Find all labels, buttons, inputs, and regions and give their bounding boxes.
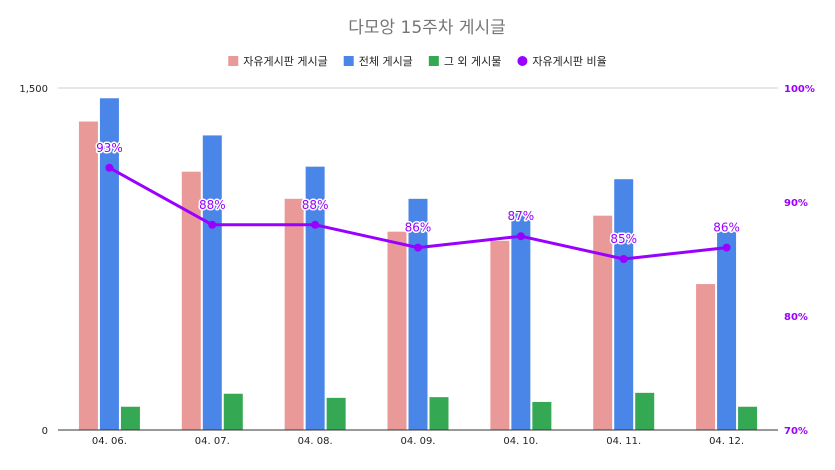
x-tick-label: 04. 11. [606, 436, 641, 447]
x-tick-label: 04. 06. [92, 436, 127, 447]
y-right-tick-label: 70% [784, 426, 808, 437]
ratio-data-label: 86% [405, 221, 432, 235]
y-right-tick-label: 90% [784, 198, 808, 209]
bar-total [614, 179, 634, 430]
chart-title: 다모앙 15주차 게시글 [348, 18, 506, 38]
x-tick-label: 04. 09. [401, 436, 436, 447]
bar-other [738, 406, 758, 430]
bar-total [717, 231, 737, 430]
y-left-tick-label: 0 [42, 426, 48, 437]
legend-label: 그 외 게시물 [444, 55, 502, 68]
legend-label: 자유게시판 비율 [532, 55, 606, 68]
x-tick-label: 04. 08. [298, 436, 333, 447]
bar-other [532, 401, 552, 430]
ratio-data-label: 88% [302, 198, 329, 212]
x-tick-label: 04. 07. [195, 436, 230, 447]
legend-marker [428, 56, 439, 66]
chart-axes: 0 1,500 70% 80% 90% 100% 04. 06. 04. 07. 04. 08.… [19, 84, 815, 447]
bar-other [635, 392, 655, 430]
bar-total [99, 98, 119, 430]
legend-marker [228, 56, 239, 66]
ratio-point [516, 232, 525, 241]
bar-free-board [387, 231, 407, 430]
bar-other [223, 393, 243, 430]
ratio-point [311, 220, 320, 229]
ratio-line-layer: 93% 88% 88% 86% 87% 85% 86% [95, 139, 741, 263]
y-left-tick-label: 1,500 [19, 84, 48, 95]
x-tick-label: 04. 10. [503, 436, 538, 447]
ratio-data-label: 87% [508, 209, 535, 223]
bar-total [511, 212, 531, 430]
legend-marker [343, 56, 354, 66]
bar-free-board [490, 240, 510, 430]
ratio-data-label: 93% [96, 141, 123, 155]
legend-item-total: 전체 게시글 [343, 55, 413, 68]
ratio-data-label: 86% [713, 221, 740, 235]
bar-other [326, 397, 346, 430]
legend-item-other: 그 외 게시물 [428, 55, 502, 68]
bar-total [202, 135, 222, 430]
legend-marker [517, 56, 528, 66]
bar-free-board [181, 171, 201, 430]
legend-item-free-board: 자유게시판 게시글 [228, 55, 328, 68]
chart-legend: 자유게시판 게시글 전체 게시글 그 외 게시물 자유게시판 비율 [228, 55, 607, 68]
ratio-point [414, 243, 422, 252]
bar-total [408, 198, 428, 430]
legend-label: 전체 게시글 [359, 55, 413, 68]
legend-label: 자유게시판 게시글 [243, 55, 327, 68]
bar-total [305, 166, 325, 430]
bar-other [120, 406, 140, 430]
y-right-tick-label: 100% [784, 84, 815, 95]
ratio-point [722, 243, 731, 252]
bar-free-board [78, 121, 98, 431]
ratio-point [105, 163, 114, 172]
ratio-data-label: 88% [199, 198, 226, 212]
ratio-data-label: 85% [610, 232, 637, 246]
bar-free-board [593, 215, 613, 430]
bar-free-board [284, 198, 304, 430]
ratio-point [208, 220, 217, 229]
bar-other [429, 397, 449, 430]
bar-free-board [696, 284, 716, 430]
legend-item-ratio: 자유게시판 비율 [517, 55, 607, 68]
ratio-point [619, 255, 628, 263]
y-right-tick-label: 80% [784, 312, 808, 323]
bar-marks [78, 98, 758, 431]
x-tick-label: 04. 12. [709, 436, 744, 447]
